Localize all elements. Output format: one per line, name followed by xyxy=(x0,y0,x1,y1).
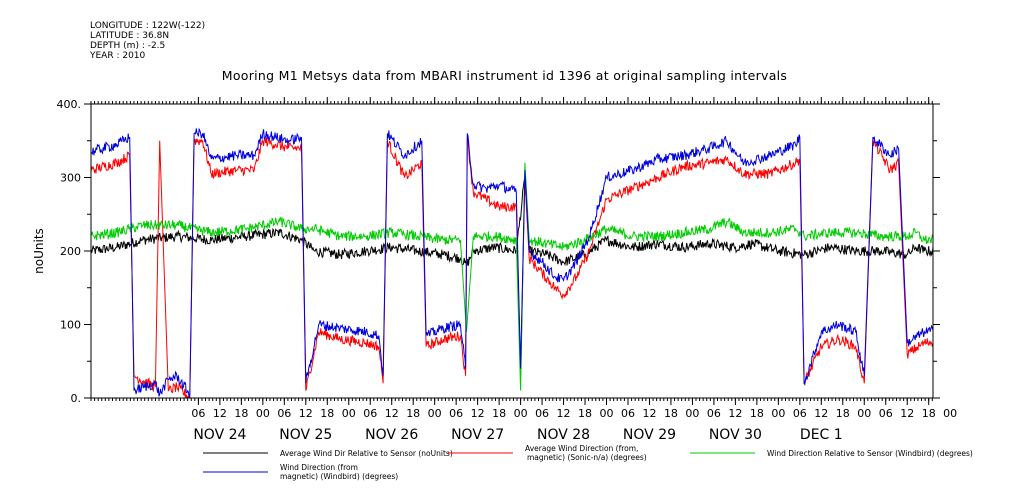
x-hour-label: 18 xyxy=(234,407,248,420)
x-hour-label: 12 xyxy=(557,407,571,420)
legend-label: Average Wind Dir Relative to Sensor (noU… xyxy=(280,449,453,458)
x-day-label: DEC 1 xyxy=(800,427,843,443)
x-hour-label: 12 xyxy=(385,407,399,420)
x-hour-label: 12 xyxy=(642,407,656,420)
x-hour-label: 00 xyxy=(943,407,957,420)
series-line-1 xyxy=(91,136,933,398)
x-day-label: NOV 29 xyxy=(623,427,676,443)
depth-label: DEPTH (m) : -2.5 xyxy=(90,41,166,51)
x-hour-label: 06 xyxy=(793,407,807,420)
y-tick-label: 200 xyxy=(60,245,81,258)
x-hour-label: 00 xyxy=(342,407,356,420)
x-hour-label: 18 xyxy=(922,407,936,420)
x-hour-label: 06 xyxy=(363,407,377,420)
series-line-2 xyxy=(91,162,933,391)
x-hour-label: 12 xyxy=(471,407,485,420)
series-line-0 xyxy=(91,177,933,267)
y-tick-label: 300 xyxy=(60,172,81,185)
legend-label: magnetic) (Sonic-n/a) (degrees) xyxy=(527,453,647,462)
y-tick-label: 400. xyxy=(57,98,82,111)
x-hour-label: 06 xyxy=(621,407,635,420)
legend-label: magnetic) (Windbird) (degrees) xyxy=(280,472,398,481)
x-hour-label: 06 xyxy=(277,407,291,420)
x-hour-label: 18 xyxy=(492,407,506,420)
x-hour-label: 12 xyxy=(814,407,828,420)
legend-label: Average Wind Direction (from, xyxy=(525,444,638,453)
x-hour-label: 18 xyxy=(320,407,334,420)
x-hour-label: 18 xyxy=(406,407,420,420)
x-hour-label: 00 xyxy=(428,407,442,420)
x-hour-label: 00 xyxy=(600,407,614,420)
x-day-label: NOV 27 xyxy=(451,427,504,443)
x-hour-label: 00 xyxy=(256,407,270,420)
x-hour-label: 06 xyxy=(535,407,549,420)
x-hour-label: 12 xyxy=(299,407,313,420)
x-hour-label: 18 xyxy=(750,407,764,420)
y-tick-label: 100 xyxy=(60,319,81,332)
year-label: YEAR : 2010 xyxy=(90,51,146,61)
x-hour-label: 00 xyxy=(685,407,699,420)
x-hour-label: 12 xyxy=(213,407,227,420)
chart-title: Mooring M1 Metsys data from MBARI instru… xyxy=(221,68,788,83)
x-hour-label: 12 xyxy=(900,407,914,420)
x-hour-label: 12 xyxy=(728,407,742,420)
x-hour-label: 06 xyxy=(191,407,205,420)
x-day-label: NOV 24 xyxy=(193,427,246,443)
x-hour-label: 00 xyxy=(857,407,871,420)
x-hour-label: 18 xyxy=(664,407,678,420)
metadata-block: LONGITUDE : 122W(-122) LATITUDE : 36.8N … xyxy=(90,21,205,61)
legend-label: Wind Direction Relative to Sensor (Windb… xyxy=(767,449,973,458)
y-axis-label: noUnits xyxy=(32,228,46,274)
longitude-label: LONGITUDE : 122W(-122) xyxy=(90,21,206,31)
x-day-label: NOV 30 xyxy=(709,427,762,443)
x-day-label: NOV 25 xyxy=(279,427,332,443)
x-day-label: NOV 26 xyxy=(365,427,418,443)
y-tick-label: 0. xyxy=(71,392,82,405)
x-hour-label: 06 xyxy=(449,407,463,420)
latitude-label: LATITUDE : 36.8N xyxy=(90,31,170,41)
x-hour-label: 06 xyxy=(707,407,721,420)
x-hour-label: 18 xyxy=(578,407,592,420)
series-line-3 xyxy=(91,127,933,398)
x-day-label: NOV 28 xyxy=(537,427,590,443)
legend-label: Wind Direction (from xyxy=(280,463,358,472)
x-hour-label: 18 xyxy=(836,407,850,420)
x-hour-label: 00 xyxy=(514,407,528,420)
x-hour-label: 00 xyxy=(771,407,785,420)
x-hour-label: 06 xyxy=(879,407,893,420)
